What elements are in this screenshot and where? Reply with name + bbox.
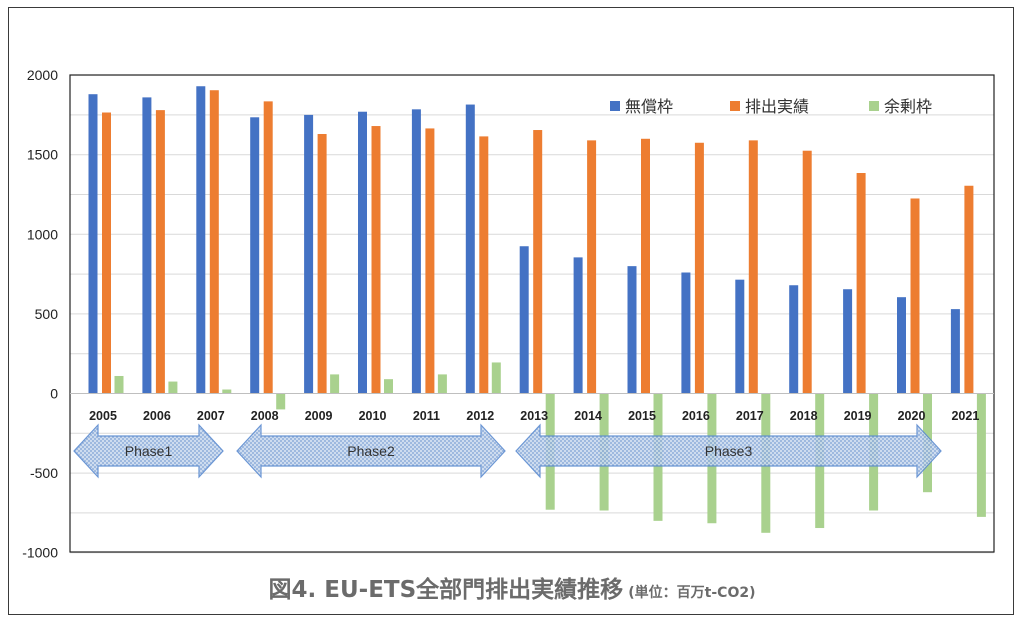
legend-label: 排出実績	[745, 97, 809, 116]
bar-emissions	[209, 90, 219, 394]
phase-label: Phase2	[347, 443, 395, 459]
y-tick-label: -500	[30, 465, 58, 481]
legend-swatch	[610, 101, 620, 111]
bar-surplus	[437, 374, 447, 394]
y-tick-label: 2000	[27, 67, 58, 83]
legend-label: 余剰枠	[884, 97, 932, 116]
x-tick-label: 2019	[844, 409, 872, 423]
phase-arrow	[515, 423, 942, 479]
x-tick-label: 2009	[305, 409, 333, 423]
bar-free-allocation	[627, 266, 637, 394]
x-tick-label: 2018	[790, 409, 818, 423]
bar-free-allocation	[573, 257, 583, 394]
bar-surplus	[384, 379, 393, 394]
bar-surplus	[168, 381, 178, 394]
bar-free-allocation	[304, 114, 314, 394]
bar-emissions	[694, 142, 704, 394]
legend-swatch	[730, 101, 740, 111]
bar-free-allocation	[789, 285, 799, 394]
bar-emissions	[479, 136, 489, 394]
legend-label: 無償枠	[625, 97, 673, 116]
bar-surplus	[491, 362, 501, 394]
x-tick-label: 2008	[251, 409, 279, 423]
bar-emissions	[748, 140, 758, 394]
phase-label: Phase1	[125, 443, 173, 459]
x-tick-label: 2011	[413, 409, 440, 423]
bar-free-allocation	[735, 279, 745, 394]
x-tick-label: 2017	[736, 409, 764, 423]
x-tick-label: 2013	[520, 409, 548, 423]
bar-emissions	[856, 173, 866, 394]
y-tick-label: 0	[50, 386, 58, 402]
y-tick-label: 500	[35, 306, 59, 322]
x-tick-label: 2012	[466, 409, 494, 423]
caption-title: 図4. EU-ETS全部門排出実績推移	[268, 577, 624, 603]
bar-surplus	[222, 389, 232, 394]
bar-emissions	[425, 128, 435, 394]
bar-emissions	[263, 101, 273, 394]
chart-caption: 図4. EU-ETS全部門排出実績推移 (単位：百万t-CO2)	[0, 570, 1024, 604]
bar-emissions	[317, 134, 327, 394]
y-tick-label: -1000	[22, 545, 58, 561]
bar-free-allocation	[196, 86, 206, 394]
bar-free-allocation	[88, 94, 98, 394]
bar-free-allocation	[950, 309, 960, 394]
phase-label: Phase3	[705, 443, 753, 459]
x-tick-label: 2005	[89, 409, 117, 423]
phase-arrow	[73, 423, 224, 479]
x-axis: 2005 2006 2007 2008 2009 2010 2011 2012 2013 2014…	[89, 409, 979, 423]
legend-swatch	[869, 101, 879, 111]
phase-arrows: Phase1 Phase2 Phase3	[73, 423, 942, 479]
bar-emissions	[964, 185, 974, 394]
x-tick-label: 2020	[898, 409, 926, 423]
x-tick-label: 2015	[628, 409, 656, 423]
bar-emissions	[802, 150, 812, 394]
phase-arrow	[236, 423, 506, 479]
bar-emissions	[641, 138, 650, 394]
bar-free-allocation	[843, 289, 853, 394]
x-tick-label: 2016	[682, 409, 710, 423]
bar-emissions	[155, 110, 165, 394]
bar-emissions	[910, 198, 920, 394]
x-tick-label: 2007	[197, 409, 225, 423]
bar-surplus	[330, 374, 340, 394]
bar-free-allocation	[411, 109, 421, 394]
bar-surplus	[976, 393, 986, 517]
x-tick-label: 2010	[359, 409, 387, 423]
plot-area-border	[69, 74, 995, 553]
bar-emissions	[371, 126, 381, 394]
gridlines	[70, 74, 994, 554]
legend: 無償枠 排出実績 余剰枠	[610, 97, 932, 116]
x-tick-label: 2014	[574, 409, 602, 423]
bar-surplus	[114, 375, 124, 394]
bar-emissions	[533, 130, 543, 394]
chart-frame	[8, 7, 1014, 615]
bar-free-allocation	[142, 97, 152, 394]
bar-emissions	[102, 112, 111, 394]
bar-free-allocation	[465, 104, 475, 394]
y-tick-label: 1500	[27, 147, 58, 163]
bar-free-allocation	[681, 272, 691, 394]
x-tick-label: 2021	[951, 409, 979, 423]
y-axis: 2000 1500 1000 500 0 -500 -1000	[22, 67, 58, 561]
caption-unit: (単位：百万t-CO2)	[628, 585, 756, 601]
y-tick-label: 1000	[27, 226, 58, 242]
bar-emissions	[587, 140, 597, 394]
bar-free-allocation	[358, 111, 367, 394]
bar-free-allocation	[519, 246, 529, 394]
bar-surplus	[276, 393, 286, 410]
bar-free-allocation	[897, 297, 906, 394]
x-tick-label: 2006	[143, 409, 171, 423]
bar-free-allocation	[250, 117, 260, 394]
